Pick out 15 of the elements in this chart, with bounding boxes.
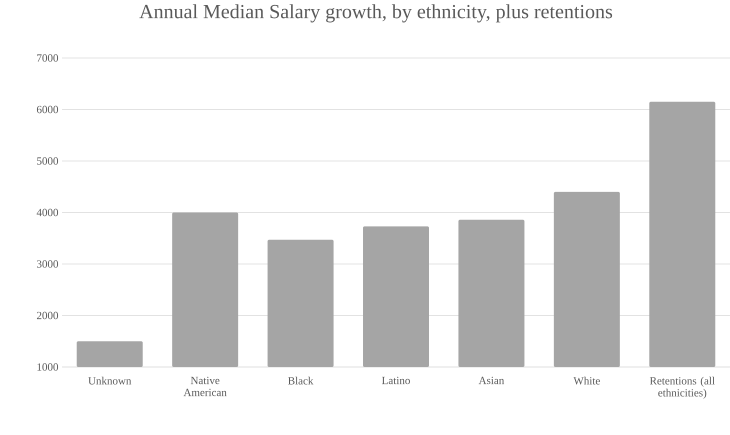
- x-tick-label: Black: [288, 376, 314, 385]
- x-tick-label: Unknown: [88, 376, 132, 385]
- chart-title: Annual Median Salary growth, by ethnicity, plus retentions: [139, 4, 612, 22]
- x-tick-label: Retentions (all ethnicities): [650, 376, 715, 399]
- x-tick-label: Native American: [184, 376, 227, 396]
- y-tick-label: 5000: [37, 157, 58, 165]
- y-tick-label: 4000: [36, 208, 58, 216]
- x-tick-label: Asian: [478, 376, 504, 384]
- y-tick-label: 1000: [37, 363, 58, 371]
- x-tick-label: White: [573, 376, 600, 385]
- y-tick-label: 3000: [37, 260, 58, 268]
- y-tick-label: 6000: [36, 106, 58, 114]
- y-tick-label: 2000: [36, 312, 58, 320]
- x-tick-label: Latino: [382, 376, 410, 384]
- y-tick-label: 7000: [37, 54, 58, 62]
